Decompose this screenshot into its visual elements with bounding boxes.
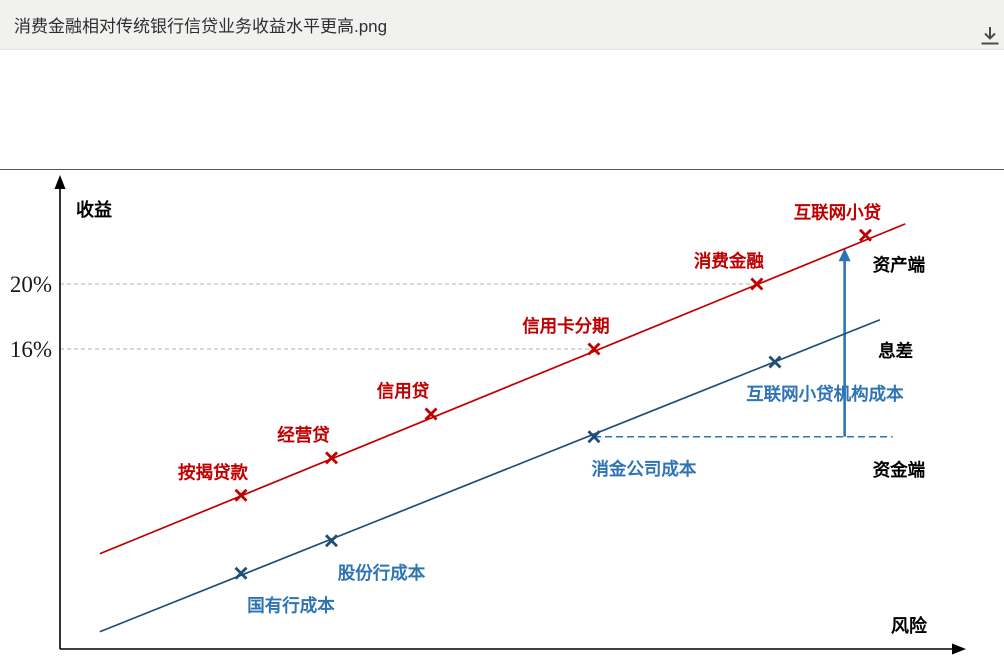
point-label: 股份行成本 [338, 563, 426, 583]
chart-svg: 20% 16% 按揭贷款 经营贷 信用贷 信用卡分期 消费金融 互联网小贷国有行成本股份行成本… [10, 175, 966, 655]
content-spacer [0, 50, 1004, 169]
point-label: 国有行成本 [247, 595, 335, 615]
data-point-marker [587, 430, 601, 444]
y-axis-title: 收益 [76, 199, 112, 220]
annotation-0: 资产端 [873, 255, 926, 275]
annotation-2: 资金端 [873, 460, 926, 480]
point-label: 信用卡分期 [522, 316, 610, 336]
data-point-marker [325, 451, 338, 465]
download-icon[interactable] [978, 24, 1002, 48]
series-line-1 [99, 318, 881, 633]
titlebar: 消费金融相对传统银行信贷业务收益水平更高.png [0, 0, 1004, 50]
point-label: 按揭贷款 [178, 462, 248, 482]
point-label: 互联网小贷机构成本 [746, 384, 904, 404]
x-axis-arrow [952, 643, 966, 655]
annotation-1: 息差 [878, 341, 913, 361]
data-point-marker [768, 355, 782, 369]
data-point-marker [424, 407, 438, 421]
file-name: 消费金融相对传统银行信贷业务收益水平更高.png [14, 17, 388, 36]
y-tick-label: 20% [10, 272, 52, 297]
download-icon-glyph [981, 27, 999, 45]
y-axis-arrow [54, 175, 66, 189]
point-label: 消费金融 [694, 251, 764, 271]
data-point-marker [750, 277, 764, 291]
series-line-0 [99, 223, 906, 555]
content-divider [0, 169, 1004, 170]
x-axis-title: 风险 [891, 615, 928, 636]
chart-area: 20% 16% 按揭贷款 经营贷 信用贷 信用卡分期 消费金融 互联网小贷国有行成本 股份行成本… [0, 170, 1004, 663]
point-label: 互联网小贷 [794, 202, 882, 222]
y-tick-label: 16% [10, 337, 52, 362]
data-point-marker [858, 228, 872, 242]
point-label: 经营贷 [277, 425, 330, 445]
point-label: 消金公司成本 [591, 459, 696, 479]
point-label: 信用贷 [377, 381, 430, 401]
spread-arrow-head [838, 248, 851, 262]
data-point-marker [234, 488, 248, 502]
data-point-marker [325, 534, 338, 548]
data-point-marker [587, 342, 601, 356]
data-point-marker [234, 566, 248, 580]
